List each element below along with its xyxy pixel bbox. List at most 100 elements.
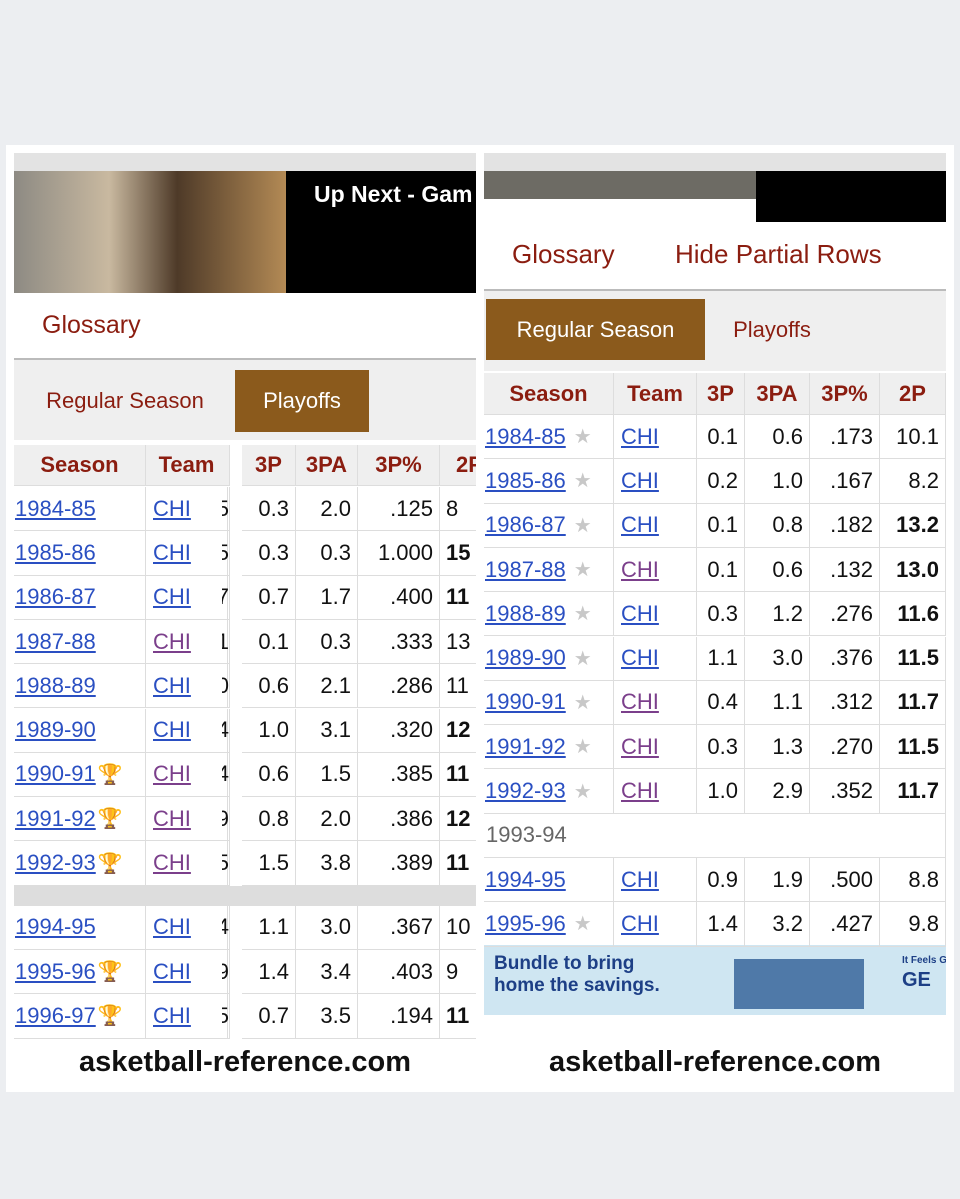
team-link[interactable]: CHI (153, 584, 191, 610)
team-link[interactable]: CHI (153, 914, 191, 940)
stat-cell: 1.000 (358, 531, 440, 576)
stat-cell: 1.4 (242, 950, 296, 995)
season-link[interactable]: 1992-93 (485, 778, 566, 804)
team-cell: CHI (614, 680, 697, 726)
season-link[interactable]: 1990-91 (485, 689, 566, 715)
column-header: 3PA (296, 445, 358, 486)
team-link[interactable]: CHI (621, 467, 659, 493)
season-cell: 1988-89 (14, 664, 146, 709)
season-link[interactable]: 1991-92 (15, 805, 96, 831)
season-link[interactable]: 1985-86 (15, 539, 96, 565)
season-link[interactable]: 1996-97 (15, 1002, 96, 1028)
season-link[interactable]: 1985-86 (485, 467, 566, 493)
team-link[interactable]: CHI (621, 866, 659, 892)
team-cell: CHI (146, 994, 228, 1039)
stat-cell: .276 (810, 592, 880, 637)
team-link[interactable]: CHI (621, 910, 659, 936)
season-link[interactable]: 1984-85 (485, 423, 566, 449)
ad-banner[interactable]: Bundle to bring home the savings. It Fee… (484, 945, 946, 1015)
cut-cell: 4 (222, 752, 230, 798)
stat-cell: 0.2 (697, 459, 745, 504)
season-link[interactable]: 1990-91 (15, 761, 96, 787)
stat-cell: 1.7 (296, 575, 358, 620)
team-cell: CHI (614, 636, 697, 681)
ad-brand: GE (902, 969, 931, 991)
glossary-link[interactable]: Glossary (42, 311, 141, 339)
team-link[interactable]: CHI (621, 600, 659, 626)
season-link[interactable]: 1988-89 (15, 672, 96, 698)
season-link[interactable]: 1986-87 (485, 512, 566, 538)
season-link[interactable]: 1986-87 (15, 584, 96, 610)
team-link[interactable]: CHI (153, 628, 191, 654)
tab[interactable]: Regular Season (46, 388, 204, 413)
team-link[interactable]: CHI (153, 672, 191, 698)
team-link[interactable]: CHI (153, 850, 191, 876)
stat-cell: 0.1 (697, 415, 745, 460)
stat-cell: 11.5 (880, 636, 946, 681)
team-link[interactable]: CHI (153, 539, 191, 565)
stat-cell: 11.5 (880, 725, 946, 770)
season-cell: 1989-90 (14, 708, 146, 753)
stat-cell: .333 (358, 619, 440, 665)
stat-cell: 10.1 (880, 415, 946, 460)
ad-tag: It Feels G (902, 955, 946, 966)
url-bar[interactable]: asketball-reference.com (524, 1033, 906, 1085)
season-link[interactable]: 1995-96 (485, 910, 566, 936)
stat-cell: 11 (440, 994, 476, 1039)
stat-cell: 11 (440, 576, 476, 620)
team-link[interactable]: CHI (621, 645, 659, 671)
tab[interactable]: Playoffs (235, 370, 369, 432)
stat-cell: 13 (440, 620, 476, 665)
season-link[interactable]: 1989-90 (15, 717, 96, 743)
url-bar[interactable]: asketball-reference.com (54, 1033, 436, 1085)
season-cell: 1990-91 🏆 (14, 752, 146, 798)
team-link[interactable]: CHI (153, 805, 191, 831)
season-link[interactable]: 1987-88 (485, 556, 566, 582)
stat-cell: 15 (440, 531, 476, 576)
stat-cell: 1.1 (745, 680, 810, 726)
team-link[interactable]: CHI (621, 778, 659, 804)
team-link[interactable]: CHI (621, 556, 659, 582)
team-cell: CHI (146, 531, 228, 576)
star-icon: ★ (573, 603, 592, 626)
stat-cell: 3.0 (745, 636, 810, 681)
team-link[interactable]: CHI (621, 733, 659, 759)
season-link[interactable]: 1987-88 (15, 628, 96, 654)
trophy-icon: 🏆 (97, 852, 123, 875)
team-link[interactable]: CHI (153, 495, 191, 521)
season-cell: 1988-89 ★ (484, 592, 614, 637)
team-cell: CHI (146, 575, 228, 620)
team-link[interactable]: CHI (621, 689, 659, 715)
trophy-icon: 🏆 (97, 1005, 123, 1028)
team-link[interactable]: CHI (153, 761, 191, 787)
team-link[interactable]: CHI (153, 958, 191, 984)
team-cell: CHI (146, 752, 228, 798)
team-cell: CHI (614, 769, 697, 814)
season-link[interactable]: 1988-89 (485, 600, 566, 626)
star-icon: ★ (573, 470, 592, 493)
tab[interactable]: Regular Season (486, 299, 705, 360)
season-link[interactable]: 1995-96 (15, 958, 96, 984)
season-link[interactable]: 1984-85 (15, 495, 96, 521)
season-cell: 1984-85 ★ (484, 415, 614, 460)
team-cell: CHI (146, 797, 228, 842)
column-header-cut (222, 445, 230, 486)
season-cell: 1992-93 ★ (484, 769, 614, 814)
team-cell: CHI (614, 858, 697, 903)
season-link[interactable]: 1989-90 (485, 645, 566, 671)
season-link[interactable]: 1992-93 (15, 850, 96, 876)
glossary-link[interactable]: Glossary (512, 239, 615, 269)
hide-partial-rows[interactable]: Hide Partial Rows (675, 239, 882, 269)
season-link[interactable]: 1994-95 (485, 866, 566, 892)
trophy-icon: 🏆 (97, 763, 123, 786)
season-link[interactable]: 1991-92 (485, 733, 566, 759)
season-link[interactable]: 1994-95 (15, 914, 96, 940)
team-link[interactable]: CHI (153, 1002, 191, 1028)
team-link[interactable]: CHI (153, 717, 191, 743)
team-cell: CHI (146, 708, 228, 753)
tab[interactable]: Playoffs (733, 316, 811, 342)
stat-cell: 11 (440, 664, 476, 709)
cut-cell: 1 (222, 619, 230, 665)
team-link[interactable]: CHI (621, 512, 659, 538)
team-link[interactable]: CHI (621, 423, 659, 449)
